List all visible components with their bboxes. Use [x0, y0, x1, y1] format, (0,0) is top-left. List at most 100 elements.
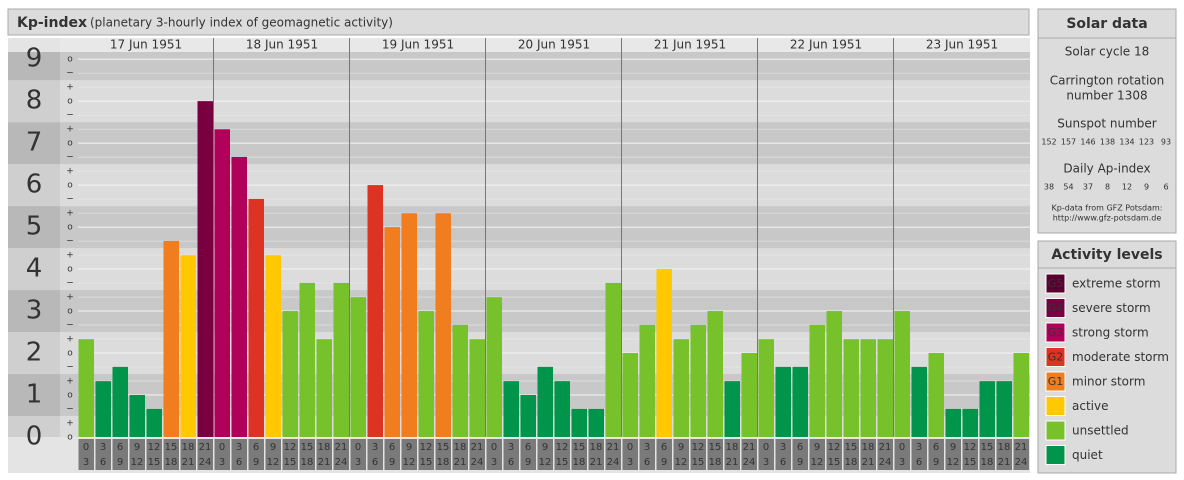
hour-box — [894, 439, 910, 470]
hour-label: 18 — [981, 457, 994, 468]
hour-label: 18 — [301, 457, 314, 468]
hour-box — [78, 439, 94, 470]
hour-box — [758, 439, 774, 470]
bar — [248, 198, 264, 437]
level-badge: G5 — [1048, 277, 1064, 290]
bar — [452, 324, 468, 437]
panel-title: Solar data — [1066, 16, 1147, 32]
minor-label: o — [67, 265, 73, 275]
hour-box — [112, 439, 128, 470]
hour-box — [741, 439, 757, 470]
hour-box — [945, 439, 961, 470]
hour-label: 3 — [355, 457, 361, 468]
hour-label: 3 — [491, 457, 497, 468]
bar — [911, 366, 927, 437]
hour-label: 18 — [709, 457, 722, 468]
bar — [843, 339, 859, 437]
level-swatch — [1045, 347, 1066, 367]
hour-label: 15 — [556, 457, 569, 468]
hour-box — [214, 439, 230, 470]
bar — [265, 255, 281, 437]
bar — [367, 185, 383, 437]
sunspot-value: 146 — [1080, 138, 1095, 147]
hour-box — [622, 439, 638, 470]
hour-label: 6 — [916, 457, 922, 468]
hour-label: 9 — [661, 457, 667, 468]
hour-box — [486, 439, 502, 470]
bar — [945, 408, 961, 437]
bar — [197, 101, 213, 438]
hour-box — [690, 439, 706, 470]
level-badge: G2 — [1048, 351, 1064, 364]
hour-label: 18 — [318, 442, 331, 453]
hour-label: 12 — [675, 457, 688, 468]
hour-box — [248, 439, 264, 470]
hour-label: 3 — [372, 442, 378, 453]
label-band — [8, 374, 60, 417]
hour-box — [435, 439, 451, 470]
sunspot-value: 157 — [1061, 138, 1076, 147]
minor-label: + — [66, 167, 74, 177]
hour-label: 12 — [556, 442, 569, 453]
source: Kp-data from GFZ Potsdam: — [1052, 204, 1163, 213]
hour-label: 21 — [454, 457, 467, 468]
hour-label: 18 — [998, 442, 1011, 453]
day-label: 22 Jun 1951 — [790, 38, 862, 52]
minor-label: + — [66, 251, 74, 261]
sunspot-value: 134 — [1119, 138, 1134, 147]
hour-label: 9 — [525, 457, 531, 468]
bar — [418, 311, 434, 437]
y-tick-label: 6 — [26, 170, 43, 200]
level-swatch — [1045, 371, 1066, 392]
level-swatch — [1045, 273, 1066, 294]
bar — [928, 353, 944, 437]
hour-label: 21 — [726, 457, 739, 468]
hour-label: 6 — [236, 457, 242, 468]
band — [8, 52, 1030, 81]
hour-label: 9 — [933, 457, 939, 468]
level-badge: G1 — [1048, 375, 1064, 388]
ap-title: Daily Ap-index — [1063, 162, 1150, 176]
day-label: 21 Jun 1951 — [654, 38, 726, 52]
hour-box — [656, 439, 672, 470]
hour-box — [707, 439, 723, 470]
minor-label: − — [66, 321, 74, 331]
bar — [894, 311, 910, 437]
hour-label: 15 — [165, 442, 178, 453]
level-name: moderate storm — [1072, 350, 1169, 364]
level-name: extreme storm — [1072, 277, 1161, 291]
minor-label: o — [67, 97, 73, 107]
hour-label: 24 — [471, 457, 484, 468]
carrington: number 1308 — [1066, 89, 1147, 103]
hour-label: 21 — [471, 442, 484, 453]
ap-value: 6 — [1163, 183, 1168, 192]
bar — [554, 381, 570, 437]
hour-box — [843, 439, 859, 470]
hour-box — [418, 439, 434, 470]
hour-box — [860, 439, 876, 470]
hour-box — [877, 439, 893, 470]
hour-label: 15 — [964, 457, 977, 468]
y-tick-label: 2 — [26, 338, 43, 368]
label-band — [8, 332, 60, 375]
bar — [673, 339, 689, 437]
hour-label: 3 — [219, 457, 225, 468]
minor-label: + — [66, 335, 74, 345]
hour-label: 21 — [199, 442, 212, 453]
minor-label: + — [66, 419, 74, 429]
minor-label: − — [66, 69, 74, 79]
day-label: 18 Jun 1951 — [246, 38, 318, 52]
hour-label: 3 — [236, 442, 242, 453]
hour-label: 9 — [814, 442, 820, 453]
hour-label: 15 — [981, 442, 994, 453]
hour-box — [350, 439, 366, 470]
bar — [962, 408, 978, 437]
hour-label: 12 — [284, 442, 297, 453]
chart-subtitle: (planetary 3-hourly index of geomagnetic… — [90, 16, 393, 30]
level-swatch — [1045, 420, 1066, 441]
hour-label: 3 — [100, 442, 106, 453]
bar — [622, 353, 638, 437]
hour-label: 21 — [590, 457, 603, 468]
ap-value: 8 — [1105, 183, 1110, 192]
ap-value: 38 — [1044, 183, 1054, 192]
